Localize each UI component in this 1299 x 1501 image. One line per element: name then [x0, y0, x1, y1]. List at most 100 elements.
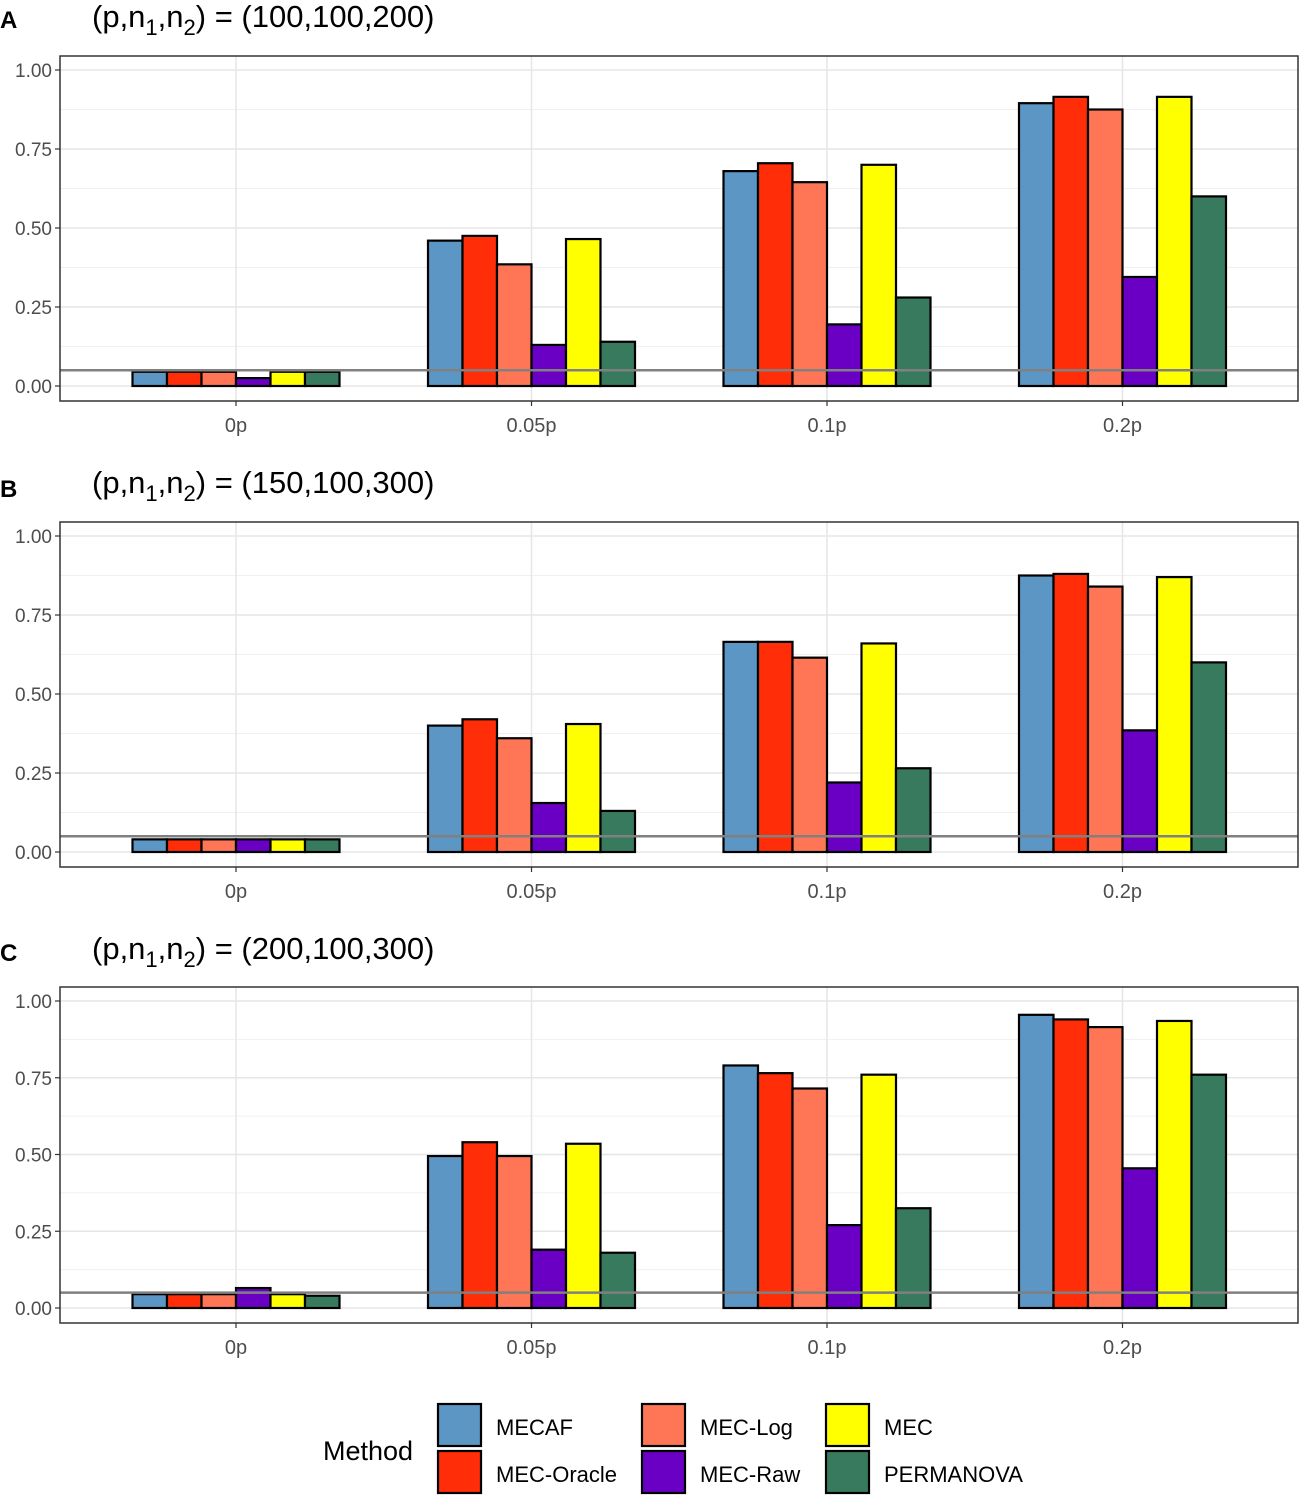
bar-mec-raw-0.2p: [1121, 275, 1159, 388]
bar-mec-raw-0p: [234, 1286, 272, 1310]
y-tick-label: 0.75: [15, 1069, 52, 1090]
bar-mec-oracle-0.05p: [461, 718, 499, 854]
y-tick-label: 1.00: [15, 61, 52, 82]
legend-item-mec-log: MEC-Log: [640, 1402, 793, 1448]
legend-swatch: [436, 1449, 483, 1495]
panel-c: C (p,n1,n2) = (200,100,300) 0.00 0.25 0.50 0.…: [0, 931, 1299, 1359]
bar-mec-raw-0.1p: [825, 781, 863, 854]
bar-mec-oracle-0.2p: [1052, 1018, 1090, 1310]
bar-mec-0.2p: [1155, 95, 1193, 388]
bar-mec-0p: [269, 1293, 307, 1310]
legend-swatch: [640, 1402, 687, 1448]
bar-permanova-0.1p: [894, 296, 932, 388]
panel-b: B (p,n1,n2) = (150,100,300) 0.00 0.25 0.50 0.…: [0, 465, 1299, 903]
legend-item-mec-raw: MEC-Raw: [640, 1449, 800, 1495]
bar-mec-raw-0p: [234, 838, 272, 854]
panel-a: A (p,n1,n2) = (100,100,200) 0.00 0.25 0.50 0.…: [0, 0, 1299, 437]
bar-mec-log-0.1p: [791, 181, 829, 388]
y-tick-label: 0.25: [15, 764, 52, 785]
bar-mec-log-0p: [200, 1293, 238, 1310]
bar-permanova-0.2p: [1190, 1073, 1228, 1310]
bar-mec-oracle-0.2p: [1052, 95, 1090, 388]
legend-title: Method: [323, 1436, 413, 1466]
bar-mec-0p: [269, 370, 307, 388]
x-tick-label: 0.05p: [506, 881, 556, 903]
y-tick-label: 0.50: [15, 1146, 52, 1167]
plot-border: [59, 55, 1299, 402]
bar-mec-log-0.1p: [791, 1087, 829, 1310]
bar-mecaf-0p: [131, 370, 169, 388]
plot-border: [59, 986, 1299, 1324]
y-tick-label: 0.50: [15, 685, 52, 706]
legend-item-permanova: PERMANOVA: [824, 1449, 1023, 1495]
bar-mecaf-0.05p: [426, 724, 464, 854]
bar-mec-raw-0.1p: [825, 323, 863, 388]
legend-swatch: [640, 1449, 687, 1495]
bar-mec-raw-0.2p: [1121, 729, 1159, 854]
legend-label: MEC-Log: [700, 1415, 793, 1440]
panel-letter: B: [0, 476, 17, 503]
legend-label: MEC-Oracle: [496, 1462, 617, 1487]
bar-mec-0.05p: [564, 1142, 602, 1310]
bar-mec-log-0.2p: [1086, 108, 1124, 388]
bar-permanova-0p: [303, 370, 341, 388]
bar-mec-oracle-0.1p: [756, 162, 794, 388]
y-tick-label: 1.00: [15, 992, 52, 1013]
y-tick-label: 0.50: [15, 219, 52, 240]
bar-mecaf-0.1p: [722, 1064, 760, 1310]
bar-permanova-0.1p: [894, 1207, 932, 1310]
bar-permanova-0p: [303, 838, 341, 854]
x-tick-label: 0.2p: [1103, 1337, 1142, 1359]
bar-mec-log-0.2p: [1086, 1025, 1124, 1310]
bar-mec-oracle-0p: [165, 370, 203, 388]
bar-mec-0.1p: [860, 642, 898, 854]
x-tick-label: 0.2p: [1103, 415, 1142, 437]
x-tick-label: 0.05p: [506, 415, 556, 437]
plot-border: [59, 521, 1299, 868]
panel-letter: C: [0, 940, 17, 967]
bar-mecaf-0.2p: [1017, 1013, 1055, 1310]
y-tick-label: 0.75: [15, 140, 52, 161]
legend: Method MECAF MEC-Oracle MEC-Log MEC-Raw MEC P…: [323, 1402, 1023, 1495]
bar-mecaf-0.2p: [1017, 574, 1055, 854]
bar-mec-log-0.05p: [495, 737, 533, 854]
panel-title: (p,n1,n2) = (200,100,300): [92, 931, 434, 972]
legend-label: PERMANOVA: [884, 1462, 1023, 1487]
panels: A (p,n1,n2) = (100,100,200) 0.00 0.25 0.50 0.…: [0, 0, 1299, 1359]
y-tick-label: 0.00: [15, 377, 52, 398]
bar-permanova-0.2p: [1190, 195, 1228, 388]
bar-permanova-0p: [303, 1294, 341, 1310]
bar-permanova-0.1p: [894, 767, 932, 854]
bar-mecaf-0.05p: [426, 1154, 464, 1310]
bar-mec-oracle-0p: [165, 1293, 203, 1310]
bar-mec-oracle-0.05p: [461, 234, 499, 388]
x-tick-label: 0.1p: [808, 415, 847, 437]
bar-mec-log-0.2p: [1086, 585, 1124, 854]
bar-mec-log-0.05p: [495, 263, 533, 388]
legend-items: MECAF MEC-Oracle MEC-Log MEC-Raw MEC PERMANOV…: [436, 1402, 1023, 1495]
legend-swatch: [824, 1449, 871, 1495]
x-tick-label: 0p: [225, 881, 247, 903]
bar-mecaf-0p: [131, 838, 169, 854]
bar-mec-raw-0.2p: [1121, 1167, 1159, 1310]
legend-item-mec-oracle: MEC-Oracle: [436, 1449, 617, 1495]
bar-mecaf-0.2p: [1017, 102, 1055, 388]
x-tick-label: 0.1p: [808, 881, 847, 903]
bar-mec-raw-0p: [234, 377, 272, 388]
bar-mec-oracle-0p: [165, 838, 203, 854]
x-tick-label: 0p: [225, 1337, 247, 1359]
x-tick-label: 0.1p: [808, 1337, 847, 1359]
x-tick-label: 0.05p: [506, 1337, 556, 1359]
bar-mec-raw-0.05p: [530, 801, 568, 854]
bar-permanova-0.05p: [599, 809, 637, 854]
bar-mec-oracle-0.2p: [1052, 572, 1090, 854]
bar-mec-log-0.1p: [791, 656, 829, 854]
bar-mec-0.05p: [564, 722, 602, 854]
panel-letter: A: [0, 7, 17, 34]
bar-mec-0.2p: [1155, 1019, 1193, 1310]
bar-mec-0.05p: [564, 237, 602, 388]
bar-mec-0p: [269, 838, 307, 854]
y-tick-label: 0.00: [15, 1299, 52, 1320]
bar-mec-oracle-0.1p: [756, 640, 794, 854]
